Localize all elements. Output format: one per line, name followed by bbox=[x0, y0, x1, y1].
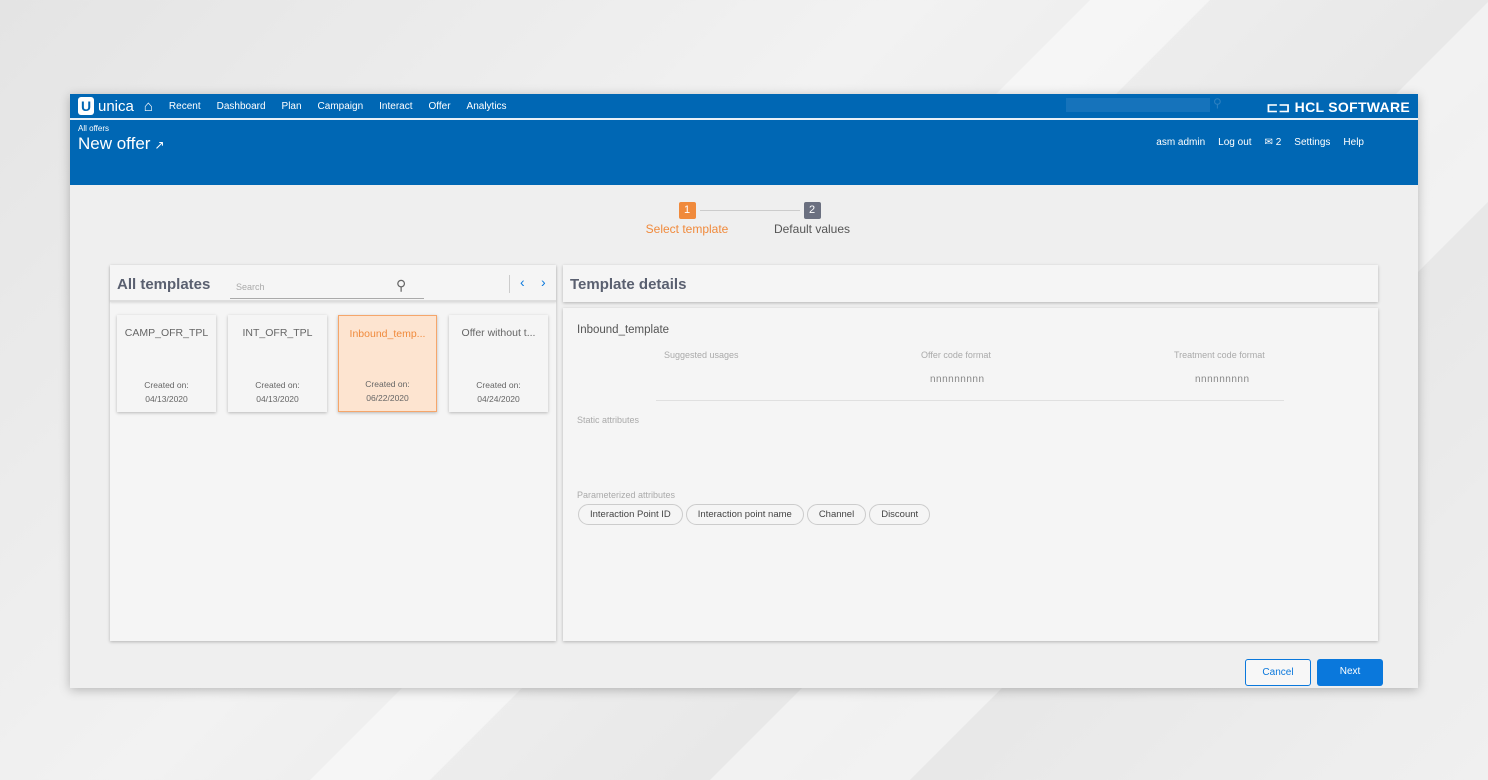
global-search-input[interactable] bbox=[1066, 98, 1210, 112]
templates-panel: All templates Search ⚲ ‹ › CAMP_OFR_TPL C… bbox=[110, 265, 556, 641]
user-name[interactable]: asm admin bbox=[1156, 137, 1206, 148]
divider bbox=[656, 400, 1284, 401]
template-card[interactable]: CAMP_OFR_TPL Created on: 04/13/2020 bbox=[117, 315, 216, 412]
settings-link[interactable]: Settings bbox=[1294, 137, 1331, 148]
attribute-chip[interactable]: Channel bbox=[806, 504, 867, 525]
unica-logo-icon: U bbox=[78, 97, 94, 115]
hcl-logo: ⊏⊐ HCL SOFTWARE bbox=[1266, 99, 1410, 115]
nav-dashboard[interactable]: Dashboard bbox=[216, 100, 266, 112]
stepper-line bbox=[700, 210, 800, 211]
mail-icon: ✉ bbox=[1264, 137, 1273, 148]
next-button[interactable]: Next bbox=[1317, 659, 1383, 686]
treatment-code-format-value: nnnnnnnnn bbox=[1195, 374, 1250, 385]
search-icon[interactable]: ⚲ bbox=[396, 277, 407, 293]
chevron-left-icon[interactable]: ‹ bbox=[520, 274, 525, 290]
messages-button[interactable]: ✉ 2 bbox=[1264, 137, 1282, 148]
brand-name: unica bbox=[98, 97, 134, 115]
treatment-code-format-label: Treatment code format bbox=[1174, 350, 1265, 360]
nav-analytics[interactable]: Analytics bbox=[466, 100, 507, 112]
logout-link[interactable]: Log out bbox=[1218, 137, 1252, 148]
template-search-input[interactable]: Search bbox=[230, 275, 424, 299]
page-title: New offer ↗ bbox=[78, 134, 165, 153]
attribute-chip[interactable]: Interaction point name bbox=[685, 504, 804, 525]
offer-code-format-label: Offer code format bbox=[921, 350, 991, 360]
offer-code-format-value: nnnnnnnnn bbox=[930, 374, 985, 385]
suggested-usages-label: Suggested usages bbox=[664, 350, 739, 360]
template-card-selected[interactable]: Inbound_temp... Created on: 06/22/2020 bbox=[338, 315, 437, 412]
details-title: Template details bbox=[570, 276, 687, 293]
nav-plan[interactable]: Plan bbox=[281, 100, 302, 112]
external-link-icon[interactable]: ↗ bbox=[154, 138, 165, 152]
search-icon[interactable]: ⚲ bbox=[1213, 96, 1222, 110]
attribute-chips: Interaction Point ID Interaction point na… bbox=[578, 504, 933, 525]
nav-campaign[interactable]: Campaign bbox=[317, 100, 364, 112]
static-attributes-label: Static attributes bbox=[577, 415, 640, 425]
nav-interact[interactable]: Interact bbox=[379, 100, 413, 112]
divider bbox=[509, 275, 510, 293]
attribute-chip[interactable]: Interaction Point ID bbox=[578, 504, 683, 525]
step-default-values[interactable]: 2 Default values bbox=[773, 202, 851, 236]
chevron-right-icon[interactable]: › bbox=[541, 274, 546, 290]
nav-offer[interactable]: Offer bbox=[428, 100, 451, 112]
breadcrumb[interactable]: All offers bbox=[78, 124, 109, 133]
step-select-template[interactable]: 1 Select template bbox=[645, 202, 729, 236]
nav-recent[interactable]: Recent bbox=[168, 100, 201, 112]
templates-title: All templates bbox=[117, 276, 211, 293]
help-link[interactable]: Help bbox=[1343, 137, 1364, 148]
template-card[interactable]: Offer without t... Created on: 04/24/2020 bbox=[449, 315, 548, 412]
home-icon[interactable]: ⌂ bbox=[143, 97, 153, 115]
attribute-chip[interactable]: Discount bbox=[869, 504, 931, 525]
parameterized-attributes-label: Parameterized attributes bbox=[577, 490, 676, 500]
template-name: Inbound_template bbox=[577, 324, 670, 336]
template-card[interactable]: INT_OFR_TPL Created on: 04/13/2020 bbox=[228, 315, 327, 412]
details-panel: Inbound_template Suggested usages Offer … bbox=[563, 308, 1378, 641]
details-header: Template details bbox=[563, 265, 1378, 302]
cancel-button[interactable]: Cancel bbox=[1245, 659, 1311, 686]
user-menu: asm admin Log out ✉ 2 Settings Help bbox=[1156, 137, 1364, 148]
